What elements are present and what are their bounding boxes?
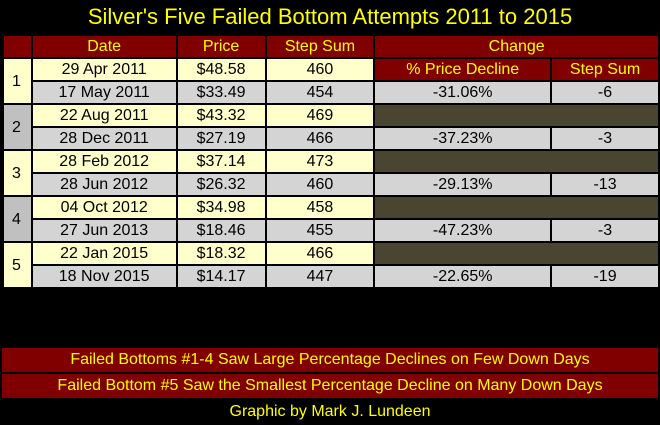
table-row: 2 22 Aug 2011 $43.32 469	[4, 105, 658, 149]
header-change-step-sum: Step Sum	[552, 59, 658, 80]
date-cell: 22 Jan 2015	[32, 243, 176, 264]
header-price: Price	[177, 36, 265, 57]
failed-bottoms-table: Date Price Step Sum Change 1 29 Apr 2011…	[2, 34, 660, 289]
group-label: 3	[4, 151, 31, 195]
footnote: Failed Bottom #5 Saw the Smallest Percen…	[2, 374, 658, 398]
table-row: 3 28 Feb 2012 $37.14 473	[4, 151, 658, 195]
change-step-sum-cell: -3	[552, 128, 658, 149]
blank-change-cell	[375, 243, 658, 264]
table-row: 1 29 Apr 2011 $48.58 460 % Price Decline…	[4, 59, 658, 103]
group-label: 4	[4, 197, 31, 241]
date-cell: 29 Apr 2011	[32, 59, 176, 80]
page-title: Silver's Five Failed Bottom Attempts 201…	[87, 4, 573, 29]
step-sum-cell: 455	[266, 220, 374, 241]
blank-change-cell	[375, 151, 658, 172]
step-sum-cell: 458	[266, 197, 374, 218]
change-step-sum-cell: -3	[552, 220, 658, 241]
group-label: 5	[4, 243, 31, 287]
date-cell: 28 Feb 2012	[32, 151, 176, 172]
header-step-sum: Step Sum	[266, 36, 374, 57]
pct-decline-cell: -37.23%	[375, 128, 551, 149]
table-row: 17 May 2011 $33.49 454 -31.06% -6	[4, 82, 658, 103]
table-row: 4 04 Oct 2012 $34.98 458	[4, 197, 658, 241]
step-sum-cell: 447	[266, 266, 374, 287]
step-sum-cell: 454	[266, 82, 374, 103]
step-sum-cell: 473	[266, 151, 374, 172]
header-blank-cell	[4, 36, 31, 57]
step-sum-cell: 460	[266, 174, 374, 195]
table-row: 28 Jun 2012 $26.32 460 -29.13% -13	[4, 174, 658, 195]
date-cell: 18 Nov 2015	[32, 266, 176, 287]
price-cell: $26.32	[177, 174, 265, 195]
footnote: Failed Bottoms #1-4 Saw Large Percentage…	[2, 348, 658, 372]
header-pct-decline: % Price Decline	[375, 59, 551, 80]
table-row: 5 22 Jan 2015 $18.32 466	[4, 243, 658, 287]
pct-decline-cell: -22.65%	[375, 266, 551, 287]
price-cell: $34.98	[177, 197, 265, 218]
change-step-sum-cell: -13	[552, 174, 658, 195]
price-cell: $37.14	[177, 151, 265, 172]
table-row: 28 Dec 2011 $27.19 466 -37.23% -3	[4, 128, 658, 149]
price-cell: $18.32	[177, 243, 265, 264]
date-cell: 28 Jun 2012	[32, 174, 176, 195]
date-cell: 22 Aug 2011	[32, 105, 176, 126]
blank-change-cell	[375, 105, 658, 126]
pct-decline-cell: -31.06%	[375, 82, 551, 103]
pct-decline-cell: -29.13%	[375, 174, 551, 195]
blank-change-cell	[375, 197, 658, 218]
group-label: 2	[4, 105, 31, 149]
change-step-sum-cell: -6	[552, 82, 658, 103]
date-cell: 17 May 2011	[32, 82, 176, 103]
group-label: 1	[4, 59, 31, 103]
header-row: Date Price Step Sum Change	[4, 36, 658, 57]
price-cell: $18.46	[177, 220, 265, 241]
change-step-sum-cell: -19	[552, 266, 658, 287]
step-sum-cell: 466	[266, 243, 374, 264]
price-cell: $14.17	[177, 266, 265, 287]
date-cell: 04 Oct 2012	[32, 197, 176, 218]
credit-line: Graphic by Mark J. Lundeen	[229, 403, 431, 420]
header-change: Change	[375, 36, 658, 57]
date-cell: 27 Jun 2013	[32, 220, 176, 241]
pct-decline-cell: -47.23%	[375, 220, 551, 241]
price-cell: $33.49	[177, 82, 265, 103]
price-cell: $43.32	[177, 105, 265, 126]
table-row: 18 Nov 2015 $14.17 447 -22.65% -19	[4, 266, 658, 287]
price-cell: $27.19	[177, 128, 265, 149]
header-date: Date	[32, 36, 176, 57]
step-sum-cell: 469	[266, 105, 374, 126]
table-row: 27 Jun 2013 $18.46 455 -47.23% -3	[4, 220, 658, 241]
date-cell: 28 Dec 2011	[32, 128, 176, 149]
step-sum-cell: 466	[266, 128, 374, 149]
step-sum-cell: 460	[266, 59, 374, 80]
price-cell: $48.58	[177, 59, 265, 80]
